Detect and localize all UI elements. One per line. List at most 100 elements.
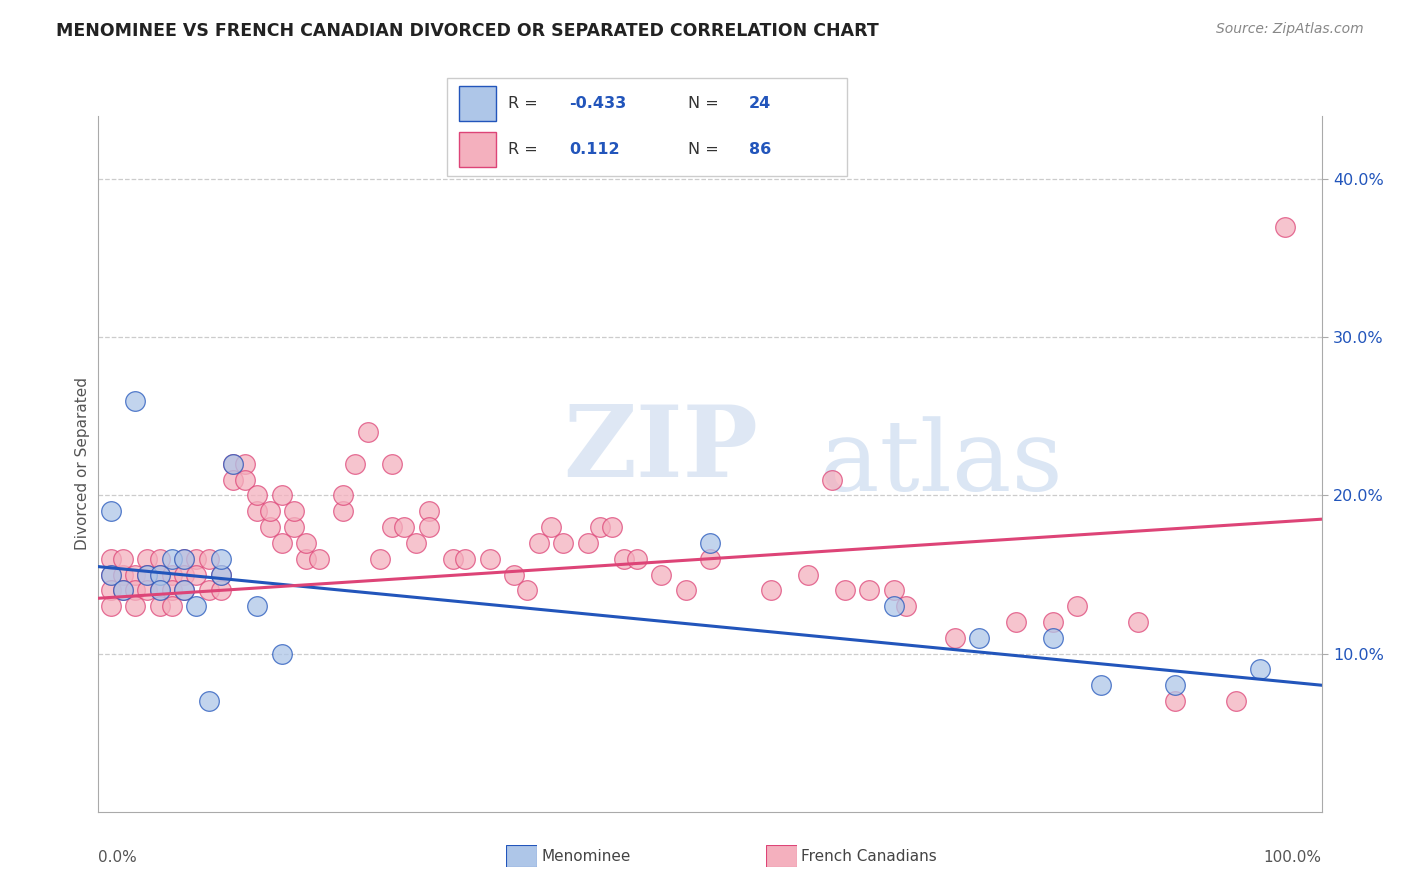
FancyBboxPatch shape: [447, 78, 846, 177]
Point: [418, 504, 440, 518]
Point: [160, 599, 183, 614]
Point: [675, 583, 697, 598]
Point: [1066, 599, 1088, 614]
Point: [136, 567, 159, 582]
Point: [259, 504, 281, 518]
Point: [209, 567, 232, 582]
Point: [100, 567, 122, 582]
Point: [209, 551, 232, 566]
Point: [1274, 219, 1296, 234]
Point: [283, 520, 305, 534]
Point: [858, 583, 880, 598]
Point: [1042, 615, 1064, 629]
Point: [100, 599, 122, 614]
Point: [100, 583, 122, 598]
Point: [100, 567, 122, 582]
Text: 24: 24: [748, 96, 770, 111]
Point: [883, 599, 905, 614]
Point: [527, 536, 550, 550]
Point: [233, 457, 256, 471]
Point: [222, 473, 245, 487]
Point: [197, 583, 219, 598]
Point: [381, 520, 404, 534]
Point: [160, 551, 183, 566]
Point: [222, 457, 245, 471]
Point: [332, 504, 354, 518]
Point: [821, 473, 844, 487]
Point: [1042, 631, 1064, 645]
Bar: [460, 87, 496, 121]
Point: [1225, 694, 1247, 708]
Point: [270, 647, 294, 661]
Y-axis label: Divorced or Separated: Divorced or Separated: [75, 377, 90, 550]
Text: -0.433: -0.433: [569, 96, 627, 111]
Point: [883, 583, 905, 598]
Point: [246, 488, 269, 502]
Point: [368, 551, 391, 566]
Point: [136, 551, 159, 566]
Point: [173, 551, 195, 566]
Point: [111, 583, 134, 598]
Point: [149, 567, 172, 582]
Text: Source: ZipAtlas.com: Source: ZipAtlas.com: [1216, 22, 1364, 37]
Text: atlas: atlas: [820, 416, 1063, 512]
Point: [650, 567, 672, 582]
Point: [197, 551, 219, 566]
Point: [308, 551, 330, 566]
Point: [270, 536, 294, 550]
Text: 0.0%: 0.0%: [98, 850, 138, 865]
Point: [111, 567, 134, 582]
Point: [124, 599, 146, 614]
Point: [197, 694, 219, 708]
Point: [173, 583, 195, 598]
Point: [894, 599, 917, 614]
Point: [186, 551, 208, 566]
Point: [186, 599, 208, 614]
Point: [124, 393, 146, 408]
Point: [516, 583, 538, 598]
Point: [1164, 694, 1187, 708]
Point: [943, 631, 966, 645]
Point: [209, 583, 232, 598]
Point: [173, 567, 195, 582]
Point: [600, 520, 623, 534]
Point: [124, 583, 146, 598]
Point: [553, 536, 575, 550]
Text: R =: R =: [508, 96, 538, 111]
Point: [613, 551, 636, 566]
Point: [1164, 678, 1187, 692]
Point: [699, 551, 721, 566]
Point: [186, 567, 208, 582]
Text: N =: N =: [688, 142, 718, 157]
Text: MENOMINEE VS FRENCH CANADIAN DIVORCED OR SEPARATED CORRELATION CHART: MENOMINEE VS FRENCH CANADIAN DIVORCED OR…: [56, 22, 879, 40]
Point: [283, 504, 305, 518]
Text: R =: R =: [508, 142, 538, 157]
Point: [344, 457, 367, 471]
Point: [1128, 615, 1150, 629]
Point: [173, 551, 195, 566]
Text: 86: 86: [748, 142, 770, 157]
Point: [332, 488, 354, 502]
Bar: [460, 132, 496, 167]
Point: [295, 536, 318, 550]
Point: [761, 583, 783, 598]
Point: [111, 551, 134, 566]
Point: [209, 567, 232, 582]
Point: [418, 520, 440, 534]
Point: [100, 551, 122, 566]
Point: [1090, 678, 1112, 692]
Point: [454, 551, 477, 566]
Point: [834, 583, 856, 598]
Text: French Canadians: French Canadians: [801, 849, 938, 863]
Point: [259, 520, 281, 534]
Point: [1004, 615, 1026, 629]
Point: [149, 567, 172, 582]
Point: [589, 520, 612, 534]
Point: [149, 583, 172, 598]
Text: 100.0%: 100.0%: [1264, 850, 1322, 865]
Point: [626, 551, 648, 566]
Text: N =: N =: [688, 96, 718, 111]
Text: ZIP: ZIP: [564, 401, 758, 499]
Point: [295, 551, 318, 566]
Point: [392, 520, 416, 534]
